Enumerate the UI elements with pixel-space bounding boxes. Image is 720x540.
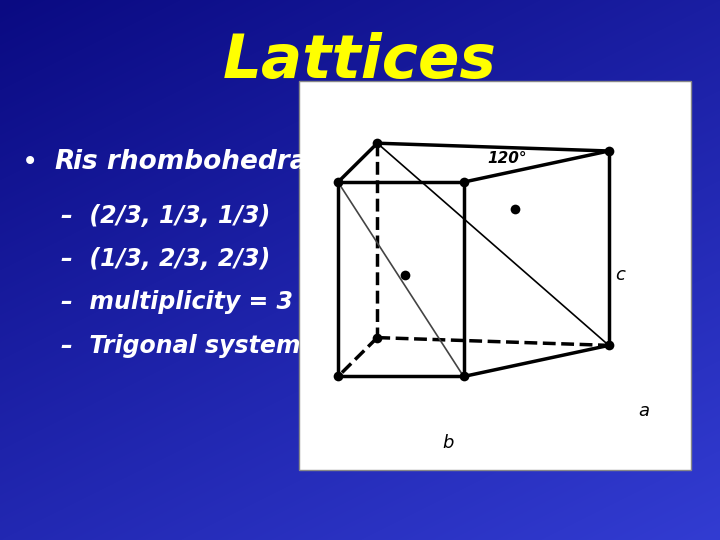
Text: –  multiplicity = 3: – multiplicity = 3 xyxy=(61,291,293,314)
Text: •: • xyxy=(22,148,38,176)
Text: 120°: 120° xyxy=(487,151,526,166)
Text: –  Trigonal system: – Trigonal system xyxy=(61,334,301,357)
Bar xyxy=(299,81,691,470)
Text: –  (1/3, 2/3, 2/3): – (1/3, 2/3, 2/3) xyxy=(61,247,271,271)
Text: b: b xyxy=(442,434,454,451)
Text: is rhombohedral: is rhombohedral xyxy=(73,149,317,175)
Text: a: a xyxy=(639,402,649,421)
Text: R: R xyxy=(54,149,74,175)
Text: –  (2/3, 1/3, 1/3): – (2/3, 1/3, 1/3) xyxy=(61,204,271,228)
Text: c: c xyxy=(616,266,626,285)
Text: Lattices: Lattices xyxy=(223,32,497,91)
